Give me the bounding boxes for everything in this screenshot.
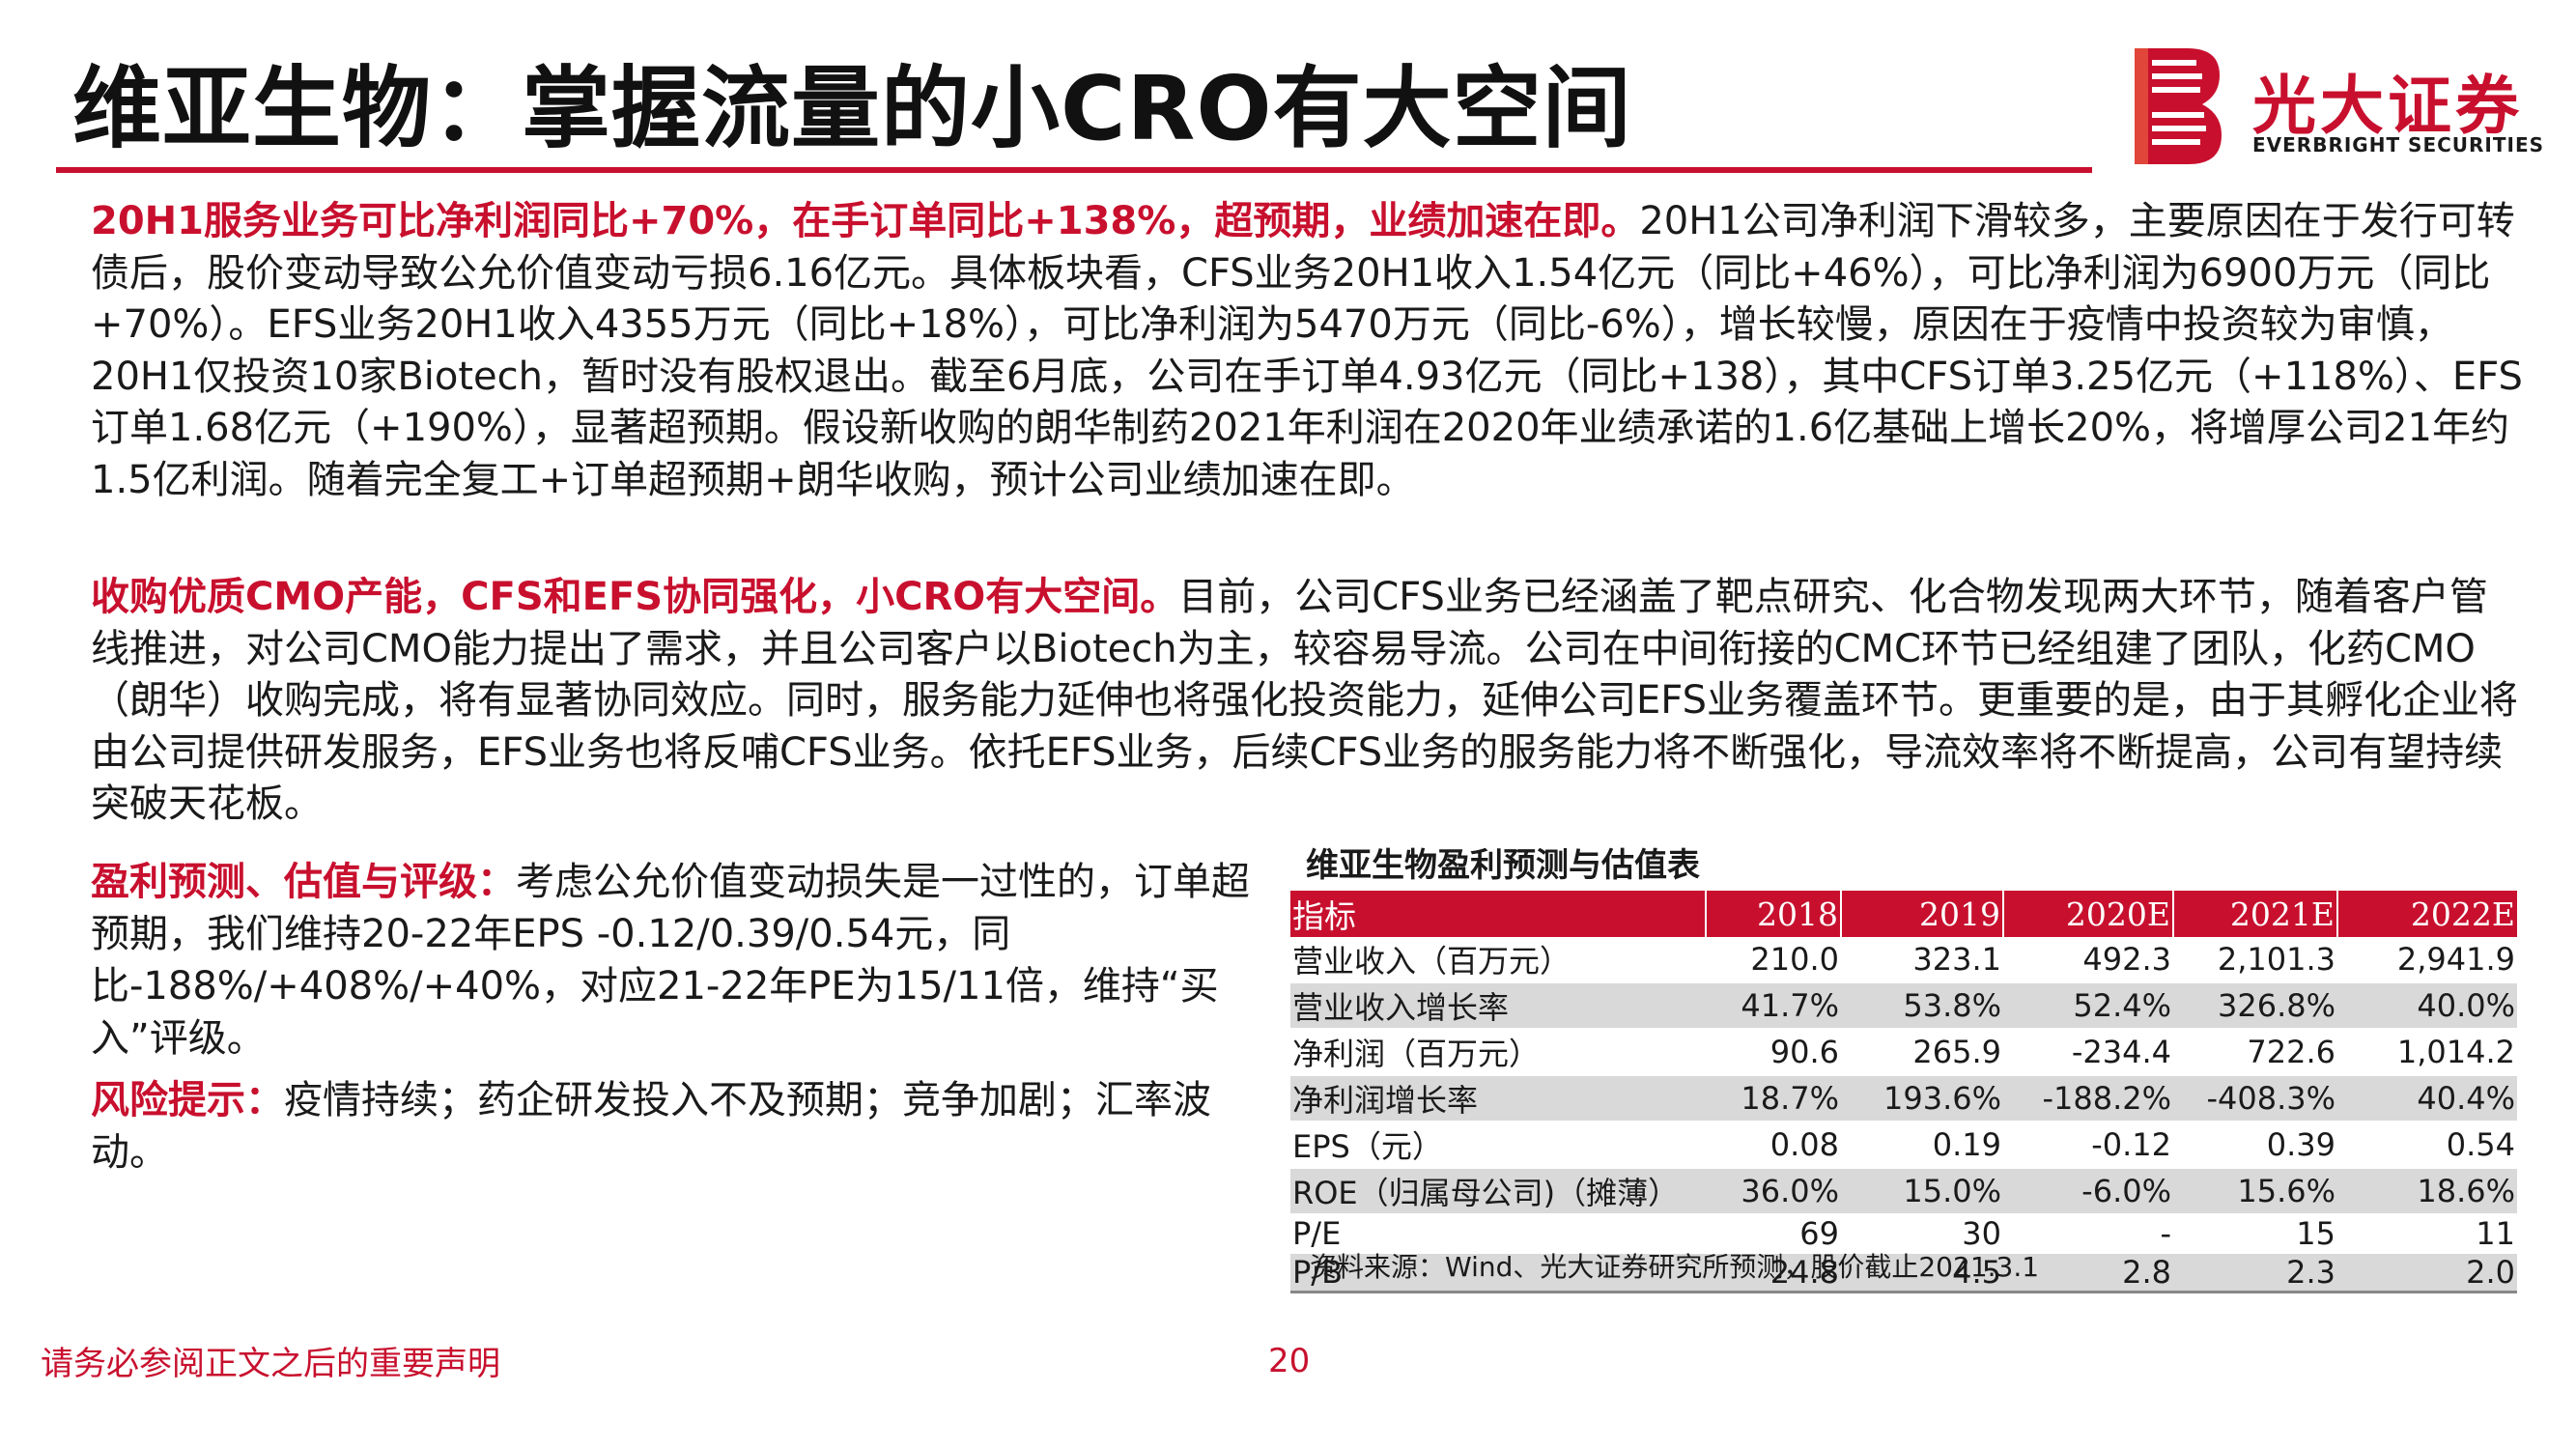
table-header-cell: 2020E [2002,891,2173,937]
table-cell: -234.4 [2003,1029,2173,1076]
table-cell: 69 [1706,1214,1841,1254]
table-cell: 40.0% [2337,982,2517,1030]
table-cell: 41.7% [1706,982,1841,1030]
row-label: 营业收入（百万元） [1290,937,1706,983]
table-cell: 90.6 [1706,1029,1841,1076]
table-row: P/E 69 30 - 15 11 [1290,1214,2517,1254]
paragraph-lead: 收购优质CMO产能，CFS和EFS协同强化，小CRO有大空间。 [91,575,1179,619]
paragraph-lead: 盈利预测、估值与评级： [91,860,516,904]
financial-table: 指标 2018 2019 2020E 2021E 2022E 营业收入（百万元）… [1290,891,2517,1293]
table-cell: 193.6% [1841,1075,2003,1122]
paragraph-acquisition: 收购优质CMO产能，CFS和EFS协同强化，小CRO有大空间。目前，公司CFS业… [91,572,2525,831]
table-header-row: 指标 2018 2019 2020E 2021E 2022E [1290,891,2517,937]
row-label: 净利润增长率 [1290,1075,1706,1122]
table-header-cell: 2022E [2336,891,2517,937]
table-cell: 15.0% [1841,1168,2003,1215]
paragraph-body: 考虑公允价值变动损失是一过性的，订单超预期，我们维持20-22年EPS -0.1… [91,860,1250,1061]
table-cell: 4.5 [1841,1253,2003,1293]
table-source: 资料来源：Wind、光大证券研究所预测，股价截止2021.3.1 [1310,1251,2040,1283]
table-cell: 24.8 [1706,1253,1841,1293]
table-cell: 52.4% [2003,982,2173,1030]
title-divider [56,167,2092,173]
table-cell: 18.7% [1706,1075,1841,1122]
paragraph-lead: 20H1服务业务可比净利润同比+70%，在手订单同比+138%，超预期，业绩加速… [91,199,1640,243]
table-row: 营业收入（百万元） 210.0 323.1 492.3 2,101.3 2,94… [1290,937,2517,983]
table-cell: 1,014.2 [2337,1029,2517,1076]
table-cell: 11 [2337,1214,2517,1254]
page-number: 20 [1268,1342,1311,1380]
table-row: 净利润增长率 18.7% 193.6% -188.2% -408.3% 40.4… [1290,1075,2517,1122]
row-label: 净利润（百万元） [1290,1029,1706,1076]
table-cell: 210.0 [1706,937,1841,983]
brand-name-en: EVERBRIGHT SECURITIES [2252,133,2545,156]
footer-disclaimer: 请务必参阅正文之后的重要声明 [41,1345,500,1383]
table-cell: 323.1 [1841,937,2003,983]
table-cell: 0.08 [1706,1122,1841,1169]
row-label: P/B [1290,1253,1706,1293]
table-row: ROE（归属母公司)（摊薄） 36.0% 15.0% -6.0% 15.6% 1… [1290,1168,2517,1215]
table-title: 维亚生物盈利预测与估值表 [1306,846,1700,885]
paragraph-body: 疫情持续；药企研发投入不及预期；竞争加剧；汇率波动。 [91,1078,1211,1175]
table-cell: 0.19 [1841,1122,2003,1169]
row-label: EPS（元） [1290,1122,1706,1169]
table-cell: 2,101.3 [2173,937,2337,983]
table-cell: 2.8 [2003,1253,2173,1293]
table-cell: - [2003,1214,2173,1254]
paragraph-lead: 风险提示： [91,1078,284,1122]
page-title: 维亚生物：掌握流量的小CRO有大空间 [72,57,1632,160]
paragraph-performance: 20H1服务业务可比净利润同比+70%，在手订单同比+138%，超预期，业绩加速… [91,196,2525,506]
paragraph-risk: 风险提示：疫情持续；药企研发投入不及预期；竞争加剧；汇率波动。 [91,1074,1255,1179]
table-cell: -0.12 [2003,1122,2173,1169]
brand-name-cn: 光大证券 [2252,69,2523,143]
table-header-cell: 指标 [1290,891,1706,937]
table-row: 营业收入增长率 41.7% 53.8% 52.4% 326.8% 40.0% [1290,982,2517,1030]
table-cell: 2.0 [2337,1253,2517,1293]
table-cell: 326.8% [2173,982,2337,1030]
row-label: 营业收入增长率 [1290,982,1706,1030]
row-label: ROE（归属母公司)（摊薄） [1290,1168,1706,1215]
table-cell: 53.8% [1841,982,2003,1030]
table-cell: 40.4% [2337,1075,2517,1122]
table-cell: 2.3 [2173,1253,2337,1293]
table-cell: -6.0% [2003,1168,2173,1215]
table-cell: 15.6% [2173,1168,2337,1215]
paragraph-body: 20H1公司净利润下滑较多，主要原因在于发行可转债后，股价变动导致公允价值变动亏… [91,199,2523,502]
table-cell: 2,941.9 [2337,937,2517,983]
table-cell: 0.54 [2337,1122,2517,1169]
table-cell: 15 [2173,1214,2337,1254]
table-cell: 0.39 [2173,1122,2337,1169]
table-cell: -408.3% [2173,1075,2337,1122]
table-row: 净利润（百万元） 90.6 265.9 -234.4 722.6 1,014.2 [1290,1029,2517,1076]
table-row: EPS（元） 0.08 0.19 -0.12 0.39 0.54 [1290,1122,2517,1169]
paragraph-body: 目前，公司CFS业务已经涵盖了靶点研究、化合物发现两大环节，随着客户管线推进，对… [91,575,2518,826]
table-cell: 30 [1841,1214,2003,1254]
row-label: P/E [1290,1214,1706,1254]
table-cell: 265.9 [1841,1029,2003,1076]
paragraph-forecast: 盈利预测、估值与评级：考虑公允价值变动损失是一过性的，订单超预期，我们维持20-… [91,856,1255,1065]
table-cell: 492.3 [2003,937,2173,983]
table-header-cell: 2018 [1705,891,1841,937]
table-cell: 18.6% [2337,1168,2517,1215]
table-cell: -188.2% [2003,1075,2173,1122]
brand-logo: 光大证券 EVERBRIGHT SECURITIES [2135,48,2543,164]
table-cell: 722.6 [2173,1029,2337,1076]
table-header-cell: 2021E [2172,891,2337,937]
table-header-cell: 2019 [1840,891,2003,937]
table-cell: 36.0% [1706,1168,1841,1215]
table-row: P/B 24.8 4.5 2.8 2.3 2.0 [1290,1253,2517,1293]
everbright-logo-icon [2135,48,2222,164]
